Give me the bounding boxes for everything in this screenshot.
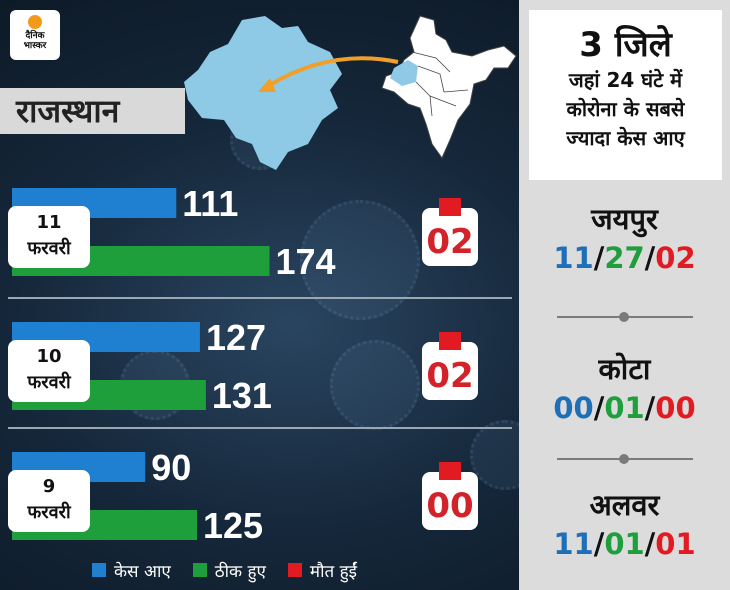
date-month: फरवरी: [27, 238, 71, 259]
india-map: [381, 15, 517, 160]
case-value-label: 127: [206, 317, 266, 358]
district-name: जयपुर: [591, 202, 658, 236]
death-count-box: 00: [422, 462, 478, 530]
death-value: 00: [426, 486, 474, 526]
date-month: फरवरी: [27, 502, 71, 523]
legend-item: ठीक हुए: [192, 559, 266, 582]
death-flag-icon: [439, 198, 461, 216]
date-month: फरवरी: [27, 372, 71, 393]
date-day: 9: [42, 476, 56, 497]
divider-dot: [619, 312, 629, 322]
cases-value: 11: [553, 241, 594, 275]
recovered-value-label: 125: [203, 505, 263, 546]
panel-subtitle: जहां 24 घंटे में: [568, 68, 683, 92]
death-value: 02: [426, 356, 474, 396]
legend-item: केस आए: [92, 559, 171, 582]
case-value-label: 111: [182, 183, 238, 224]
sun-icon: [28, 15, 42, 29]
state-label: राजस्थान: [0, 88, 185, 134]
district-alwar: अलवर 11/01/01: [519, 486, 730, 564]
recovered-value-label: 174: [276, 241, 336, 282]
district-jaipur: जयपुर 11/27/02: [519, 200, 730, 278]
rajasthan-shape: [184, 16, 342, 170]
recovered-value: 01: [604, 391, 645, 425]
divider: [557, 454, 693, 464]
deaths-value: 02: [655, 241, 696, 275]
recovered-value: 01: [604, 527, 645, 561]
divider-dot: [619, 454, 629, 464]
legend-swatch: [287, 563, 302, 577]
legend: केस आए ठीक हुए मौत हुईं: [92, 558, 379, 582]
state-borders: [411, 51, 469, 117]
virus-decoration: [300, 200, 420, 320]
india-outline: [381, 15, 517, 160]
logo-text: दैनिक: [25, 31, 45, 41]
district-stats: 11/01/01: [553, 527, 696, 561]
cases-value: 00: [553, 391, 594, 425]
district-name: अलवर: [589, 488, 660, 522]
date-label: 9 फरवरी: [8, 470, 90, 532]
death-flag-icon: [439, 462, 461, 480]
divider: [557, 312, 693, 322]
recovered-value-label: 131: [212, 375, 272, 416]
death-count-box: 02: [422, 332, 478, 400]
rajasthan-map: [184, 16, 342, 170]
date-day: 10: [36, 346, 62, 367]
date-label: 10 फरवरी: [8, 340, 90, 402]
panel-header: 3 जिले जहां 24 घंटे में कोरोना के सबसे ज…: [529, 10, 722, 180]
recovered-value: 27: [604, 241, 645, 275]
legend-label: मौत हुईं: [309, 561, 357, 582]
cases-value: 11: [553, 527, 594, 561]
case-value-label: 90: [151, 447, 191, 488]
legend-label: ठीक हुए: [214, 561, 266, 582]
district-stats: 00/01/00: [553, 391, 696, 425]
death-value: 02: [426, 222, 474, 262]
legend-label: केस आए: [114, 561, 171, 582]
district-name: कोटा: [598, 352, 651, 386]
date-label: 11 फरवरी: [8, 206, 90, 268]
legend-swatch: [192, 563, 207, 577]
logo-text: भास्कर: [23, 41, 47, 51]
district-panel: 3 जिले जहां 24 घंटे में कोरोना के सबसे ज…: [519, 0, 730, 590]
date-day: 11: [36, 212, 62, 233]
district-kota: कोटा 00/01/00: [519, 350, 730, 428]
legend-swatch: [92, 563, 106, 577]
rajasthan-highlight: [390, 60, 418, 86]
panel-subtitle: ज्यादा केस आए: [566, 126, 685, 150]
panel-subtitle: कोरोना के सबसे: [566, 97, 685, 121]
virus-decoration: [330, 340, 420, 430]
legend-item: मौत हुईं: [287, 559, 357, 582]
district-count: 3 जिले: [579, 25, 672, 65]
death-count-box: 02: [422, 198, 478, 266]
district-stats: 11/27/02: [553, 241, 696, 275]
deaths-value: 01: [655, 527, 696, 561]
deaths-value: 00: [655, 391, 696, 425]
logo: दैनिक भास्कर: [10, 10, 60, 60]
death-flag-icon: [439, 332, 461, 350]
